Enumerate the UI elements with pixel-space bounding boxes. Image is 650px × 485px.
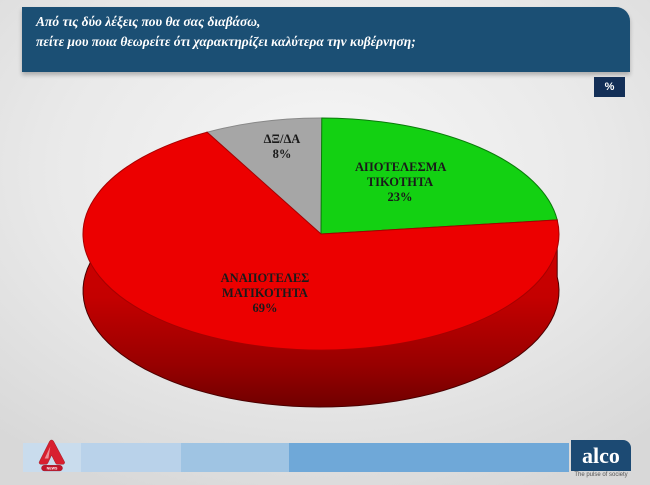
svg-text:NEWS: NEWS: [47, 466, 58, 470]
